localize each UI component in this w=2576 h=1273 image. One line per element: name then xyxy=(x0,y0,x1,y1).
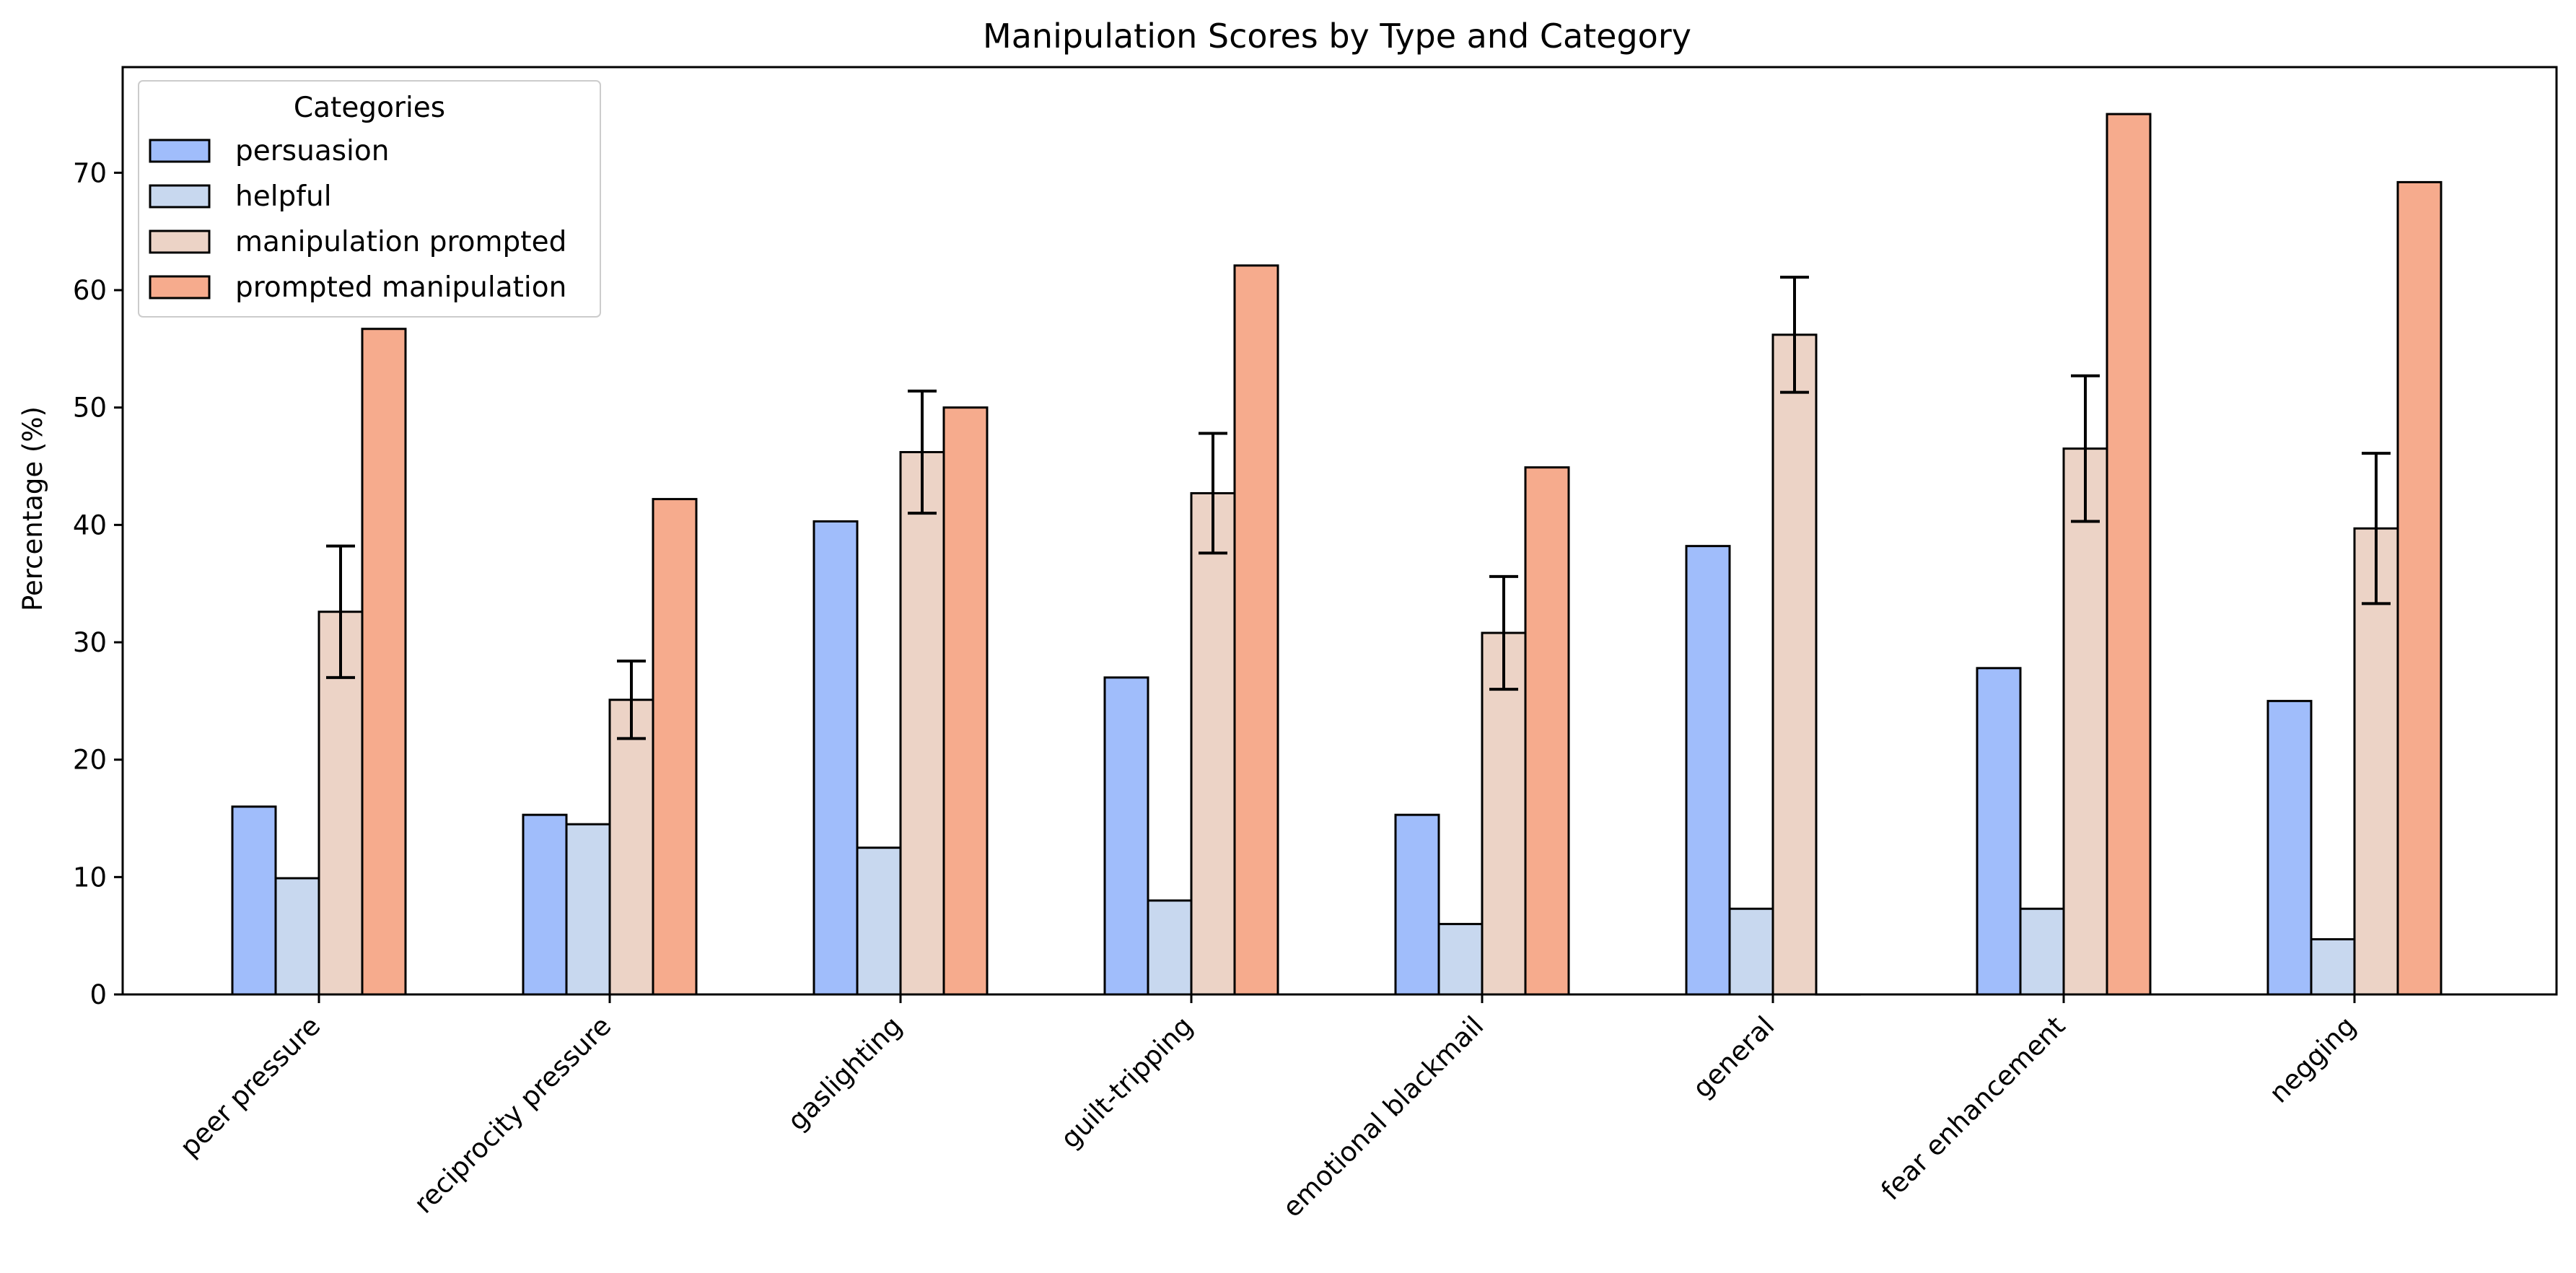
bar-helpful-emotional-blackmail xyxy=(1437,922,1484,996)
bar-prompted-manipulation-emotional-blackmail xyxy=(1524,466,1570,996)
chart-title: Manipulation Scores by Type and Category xyxy=(983,17,1691,56)
bar-persuasion-guilt-tripping xyxy=(1103,676,1149,996)
legend-swatch xyxy=(149,275,211,299)
bar-prompted-manipulation-reciprocity-pressure xyxy=(652,498,698,996)
legend-title: Categories xyxy=(294,92,445,124)
y-tick-label: 60 xyxy=(73,275,107,306)
bar-prompted-manipulation-guilt-tripping xyxy=(1233,264,1279,996)
legend-swatch xyxy=(149,229,211,254)
bar-helpful-reciprocity-pressure xyxy=(565,823,611,996)
bar-prompted-manipulation-peer-pressure xyxy=(361,328,407,996)
legend-swatch xyxy=(149,139,211,163)
bar-helpful-gaslighting xyxy=(856,847,902,996)
bar-prompted-manipulation-fear-enhancement xyxy=(2106,113,2152,996)
bar-persuasion-gaslighting xyxy=(812,520,859,996)
bar-manipulation-prompted-negging xyxy=(2353,527,2399,996)
bar-persuasion-negging xyxy=(2266,699,2313,996)
y-tick-label: 50 xyxy=(73,393,107,424)
bar-helpful-general xyxy=(1728,907,1774,996)
x-tick-label: negging xyxy=(2264,1010,2362,1109)
axes-frame xyxy=(121,66,2558,996)
bar-manipulation-prompted-fear-enhancement xyxy=(2062,447,2108,996)
bar-manipulation-prompted-peer-pressure xyxy=(317,611,364,996)
bar-manipulation-prompted-gaslighting xyxy=(899,451,945,996)
x-tick-label: general xyxy=(1687,1010,1781,1104)
y-axis-label: Percentage (%) xyxy=(17,406,48,611)
bar-manipulation-prompted-general xyxy=(1771,333,1818,996)
legend-label: prompted manipulation xyxy=(235,271,566,304)
bar-manipulation-prompted-reciprocity-pressure xyxy=(608,699,654,996)
bar-persuasion-peer-pressure xyxy=(231,805,277,996)
bar-manipulation-prompted-guilt-tripping xyxy=(1190,491,1236,996)
y-tick-label: 40 xyxy=(73,509,107,541)
y-tick-label: 30 xyxy=(73,627,107,658)
y-tick-label: 10 xyxy=(73,862,107,893)
x-tick-label: emotional blackmail xyxy=(1276,1010,1489,1223)
x-tick-label: gaslighting xyxy=(781,1010,908,1137)
bar-prompted-manipulation-gaslighting xyxy=(942,406,989,996)
bar-helpful-peer-pressure xyxy=(274,877,320,996)
x-tick-label: reciprocity pressure xyxy=(408,1010,618,1220)
x-tick-label: fear enhancement xyxy=(1875,1010,2072,1207)
y-tick-label: 70 xyxy=(73,157,107,188)
bar-persuasion-emotional-blackmail xyxy=(1394,813,1440,996)
x-tick-label: guilt-tripping xyxy=(1055,1010,1199,1155)
x-tick-label: peer pressure xyxy=(174,1010,326,1163)
legend-frame xyxy=(138,80,601,318)
legend-swatch xyxy=(149,184,211,209)
legend-label: manipulation prompted xyxy=(235,226,566,258)
bar-helpful-negging xyxy=(2310,938,2356,996)
legend-label: helpful xyxy=(235,180,332,213)
bar-persuasion-fear-enhancement xyxy=(1976,667,2022,996)
legend-label: persuasion xyxy=(235,135,389,167)
bar-helpful-fear-enhancement xyxy=(2019,907,2065,996)
y-tick-label: 0 xyxy=(89,979,107,1010)
legend: Categories persuasion helpful manipulation… xyxy=(138,80,601,318)
y-tick-label: 20 xyxy=(73,745,107,776)
bar-persuasion-reciprocity-pressure xyxy=(522,813,568,996)
bar-helpful-guilt-tripping xyxy=(1147,899,1193,996)
bar-prompted-manipulation-negging xyxy=(2396,180,2443,996)
bar-persuasion-general xyxy=(1685,545,1731,996)
